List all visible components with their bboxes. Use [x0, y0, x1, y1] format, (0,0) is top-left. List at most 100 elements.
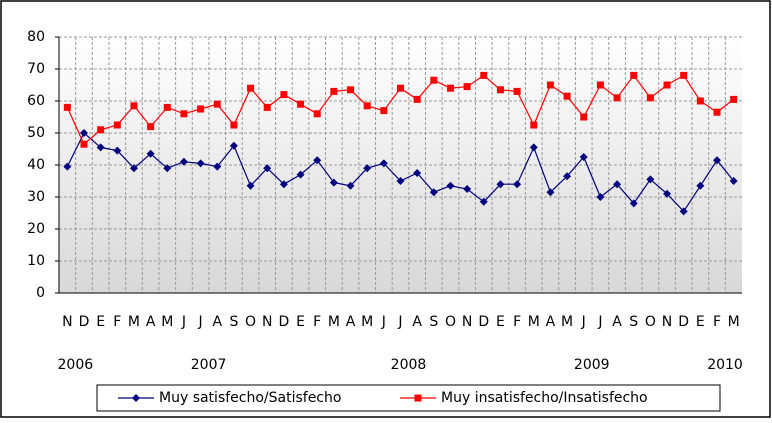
x-tick-label: J: [198, 314, 203, 330]
x-tick-label: D: [478, 314, 489, 330]
point: [480, 71, 488, 79]
point: [113, 146, 122, 155]
x-tick-label: J: [397, 314, 402, 330]
y-tick-label: 60: [27, 93, 45, 109]
x-tick-label: F: [513, 314, 521, 330]
legend-label: Muy insatisfecho/Insatisfecho: [441, 390, 648, 406]
year-label: 2007: [191, 357, 227, 373]
year-label: 2010: [707, 357, 743, 373]
point: [696, 97, 704, 105]
point: [297, 100, 305, 108]
point: [263, 164, 272, 173]
point: [179, 157, 188, 166]
point: [463, 185, 472, 193]
point: [313, 110, 321, 118]
x-tick-label: F: [713, 314, 721, 330]
point: [496, 86, 504, 94]
x-tick-label: A: [212, 314, 222, 330]
x-tick-label: E: [496, 314, 505, 330]
point: [513, 180, 522, 189]
point: [247, 84, 255, 92]
point: [730, 95, 738, 103]
y-tick-label: 80: [27, 29, 45, 45]
x-tick-label: M: [128, 314, 140, 330]
x-tick-label: N: [62, 314, 72, 330]
x-tick-label: A: [546, 314, 556, 330]
y-tick-label: 50: [27, 125, 45, 141]
point: [80, 140, 88, 148]
point: [246, 181, 255, 190]
point: [380, 107, 388, 115]
legend-marker: [414, 394, 422, 402]
point: [97, 126, 105, 134]
x-tick-label: O: [245, 314, 256, 330]
x-tick-label: D: [278, 314, 289, 330]
point: [663, 81, 671, 89]
point: [563, 172, 572, 181]
point: [579, 153, 588, 161]
point: [329, 178, 338, 187]
point: [446, 84, 454, 92]
x-tick-label: E: [696, 314, 705, 330]
y-tick-label: 30: [27, 189, 45, 205]
y-tick-label: 20: [27, 221, 45, 237]
point: [413, 169, 422, 177]
year-label: 2008: [391, 357, 427, 373]
point: [546, 81, 554, 89]
point: [646, 175, 655, 184]
point: [397, 84, 404, 92]
x-tick-label: M: [361, 314, 373, 330]
x-tick-label: M: [561, 314, 573, 330]
y-tick-label: 70: [27, 61, 45, 77]
point: [213, 100, 221, 108]
legend-marker: [132, 394, 140, 402]
point: [330, 87, 338, 95]
x-tick-label: A: [412, 314, 422, 330]
point: [197, 105, 205, 113]
point: [530, 121, 538, 129]
x-tick-label: M: [328, 314, 340, 330]
point: [63, 162, 72, 171]
x-tick-label: J: [581, 314, 586, 330]
point: [613, 180, 622, 189]
point: [479, 197, 488, 206]
point: [430, 76, 438, 84]
point: [163, 103, 171, 111]
x-tick-label: F: [313, 314, 321, 330]
x-tick-label: O: [645, 314, 656, 330]
x-tick-label: E: [296, 314, 305, 330]
point: [396, 177, 405, 185]
point: [580, 113, 588, 121]
point: [180, 110, 188, 118]
point: [513, 87, 521, 95]
x-tick-label: N: [262, 314, 272, 330]
x-tick-label: J: [381, 314, 386, 330]
x-tick-label: A: [346, 314, 356, 330]
point: [213, 162, 222, 171]
point: [363, 102, 371, 110]
point: [280, 91, 288, 99]
point: [346, 181, 355, 190]
point: [296, 170, 305, 179]
point: [613, 94, 621, 102]
year-label: 2006: [58, 357, 94, 373]
point: [96, 143, 105, 152]
x-tick-label: J: [181, 314, 186, 330]
x-tick-label: M: [728, 314, 740, 330]
point: [279, 180, 288, 189]
point: [679, 207, 688, 216]
point: [229, 141, 238, 150]
point: [196, 159, 205, 168]
point: [713, 108, 721, 116]
point: [146, 149, 155, 158]
x-tick-label: S: [429, 314, 438, 330]
point: [446, 181, 455, 190]
x-tick-label: N: [662, 314, 672, 330]
point: [129, 164, 138, 173]
x-tick-label: A: [612, 314, 622, 330]
point: [147, 123, 155, 131]
y-tick-label: 0: [36, 285, 45, 301]
x-tick-label: E: [96, 314, 105, 330]
point: [546, 188, 555, 197]
